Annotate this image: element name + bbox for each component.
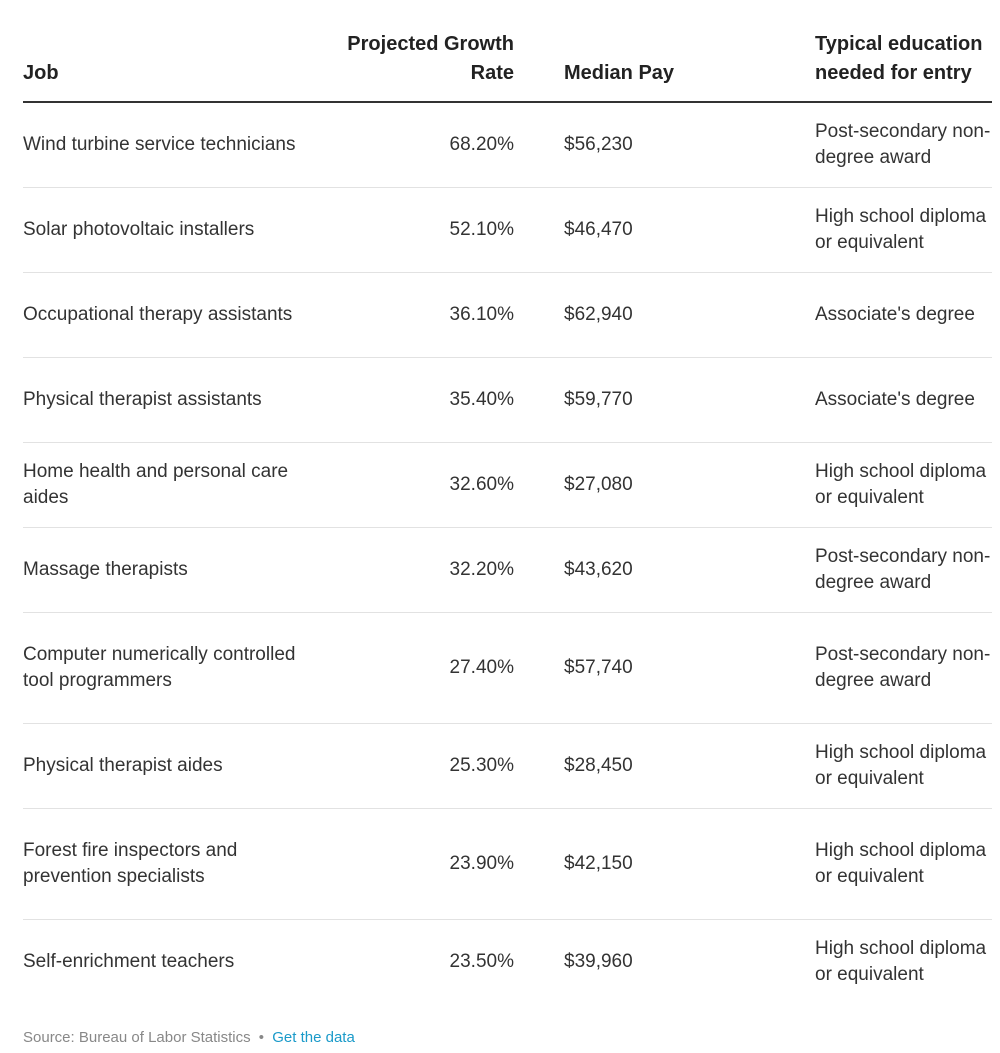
cell-job: Physical therapist assistants [23, 357, 306, 443]
cell-growth-rate: 23.50% [449, 951, 514, 972]
table-row: Occupational therapy assistants 36.10% $62… [23, 272, 992, 358]
cell-growth-rate: 32.20% [306, 527, 514, 613]
cell-education: Post-secondary non-degree award [791, 612, 992, 724]
column-header-growth-rate[interactable]: Projected Growth Rate [306, 30, 514, 103]
cell-job: Self-enrichment teachers [23, 951, 235, 972]
cell-education: Associate's degree [791, 357, 992, 443]
table-row: Computer numerically controlled tool pro… [23, 612, 992, 724]
column-header-median-pay[interactable]: Median Pay [514, 30, 791, 103]
table-row: Massage therapists 32.20% $43,620 Post-seco… [23, 527, 992, 613]
cell-education: High school diploma or equivalent [791, 723, 992, 809]
header-row: Job Projected Growth Rate Median Pay Typ… [23, 30, 992, 103]
cell-median-pay: $42,150 [514, 808, 791, 920]
cell-education: Post-secondary non-degree award [791, 102, 992, 188]
cell-median-pay: $28,450 [514, 723, 791, 809]
cell-education: Associate's degree [791, 272, 992, 358]
cell-growth-rate: 52.10% [306, 187, 514, 273]
table-row: Home health and personal care aides 32.60… [23, 442, 992, 528]
cell-job: Physical therapist aides [23, 723, 306, 809]
cell-education: High school diploma or equivalent [791, 442, 992, 528]
table-row: Forest fire inspectors and prevention sp… [23, 808, 992, 920]
table-row: Solar photovoltaic installers 52.10% $46,4… [23, 187, 992, 273]
cell-growth-rate: 36.10% [306, 272, 514, 358]
cell-job: Computer numerically controlled tool pro… [23, 612, 306, 724]
get-the-data-link[interactable]: Get the data [272, 1029, 355, 1046]
cell-growth-rate: 32.60% [306, 442, 514, 528]
cell-median-pay: $57,740 [514, 612, 791, 724]
table-body: Wind turbine service technicians 68.20% $5… [23, 102, 992, 1004]
cell-growth-rate: 35.40% [306, 357, 514, 443]
table-row: Wind turbine service technicians 68.20% $5… [23, 102, 992, 188]
cell-growth-rate: 27.40% [306, 612, 514, 724]
table-row: Physical therapist aides 25.30% $28,450 Hig… [23, 723, 992, 809]
cell-education: High school diploma or equivalent [791, 808, 992, 920]
cell-growth-rate: 68.20% [306, 102, 514, 188]
cell-median-pay: $59,770 [514, 357, 791, 443]
cell-education: High school diploma or equivalent [791, 187, 992, 273]
table-row: Self-enrichment teachers 23.50% $39,960 Hig… [23, 920, 992, 1005]
source-text: Source: Bureau of Labor Statistics [23, 1029, 251, 1046]
source-footer: Source: Bureau of Labor Statistics • Get… [23, 1029, 355, 1046]
table-row: Physical therapist assistants 35.40% $59,7… [23, 357, 992, 443]
data-table-container: Job Projected Growth Rate Median Pay Typ… [23, 30, 992, 1004]
cell-median-pay: $43,620 [514, 527, 791, 613]
cell-education: High school diploma or equivalent [815, 938, 987, 985]
cell-growth-rate: 25.30% [306, 723, 514, 809]
cell-education: Post-secondary non-degree award [791, 527, 992, 613]
jobs-table: Job Projected Growth Rate Median Pay Typ… [23, 30, 992, 1004]
cell-job: Occupational therapy assistants [23, 272, 306, 358]
cell-median-pay: $62,940 [514, 272, 791, 358]
source-separator: • [258, 1029, 265, 1046]
cell-median-pay: $56,230 [514, 102, 791, 188]
cell-median-pay: $39,960 [564, 951, 633, 972]
cell-job: Solar photovoltaic installers [23, 187, 306, 273]
cell-job: Forest fire inspectors and prevention sp… [23, 808, 306, 920]
cell-job: Home health and personal care aides [23, 442, 306, 528]
cell-median-pay: $46,470 [514, 187, 791, 273]
cell-job: Massage therapists [23, 527, 306, 613]
table-header: Job Projected Growth Rate Median Pay Typ… [23, 30, 992, 103]
column-header-education[interactable]: Typical education needed for entry [791, 30, 992, 103]
cell-median-pay: $27,080 [514, 442, 791, 528]
cell-growth-rate: 23.90% [306, 808, 514, 920]
column-header-job[interactable]: Job [23, 30, 306, 103]
cell-job: Wind turbine service technicians [23, 102, 306, 188]
